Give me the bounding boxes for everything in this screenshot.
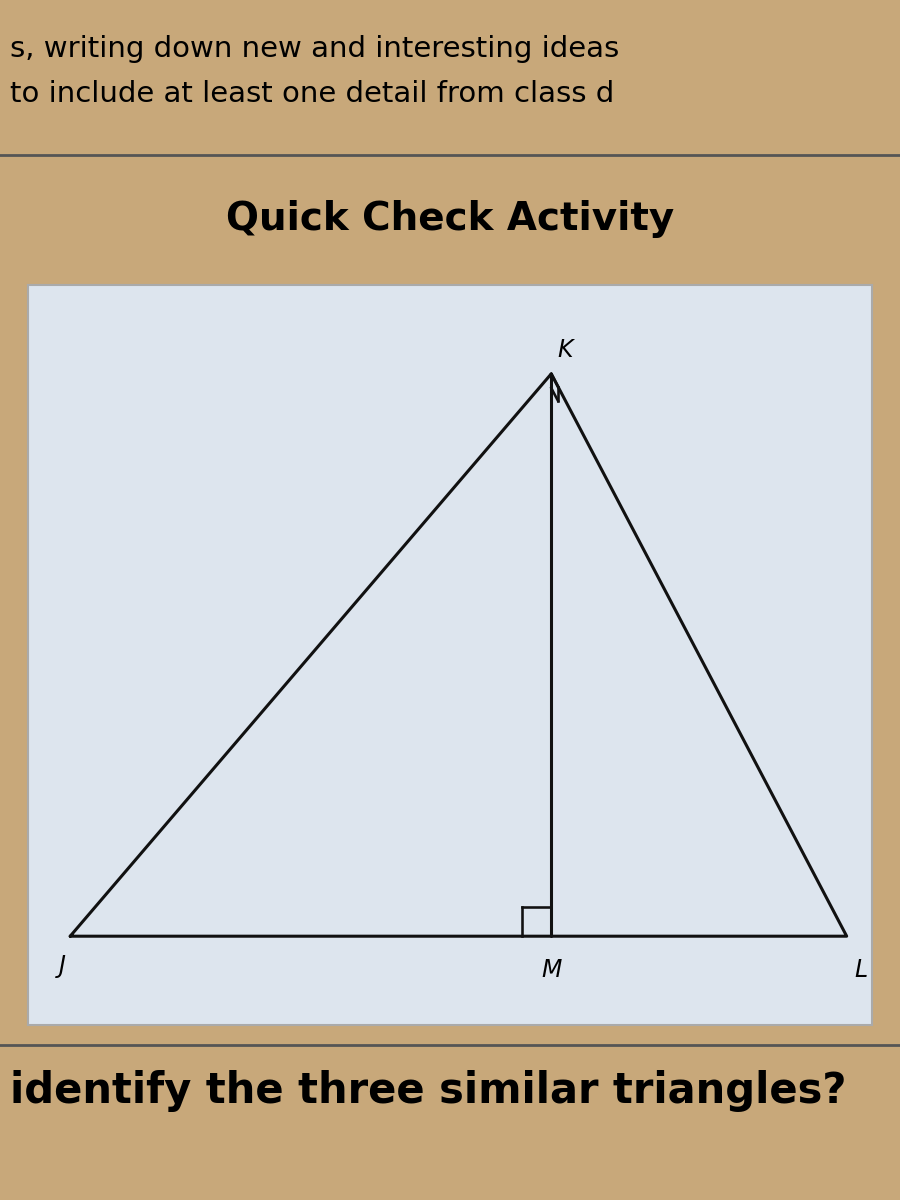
Text: s, writing down new and interesting ideas: s, writing down new and interesting idea… xyxy=(10,35,619,62)
Text: K: K xyxy=(557,337,573,361)
Text: to include at least one detail from class d: to include at least one detail from clas… xyxy=(10,80,614,108)
Text: L: L xyxy=(855,958,868,982)
FancyBboxPatch shape xyxy=(28,284,872,1025)
Text: Quick Check Activity: Quick Check Activity xyxy=(226,200,674,238)
Text: identify the three similar triangles?: identify the three similar triangles? xyxy=(10,1070,847,1112)
Text: M: M xyxy=(541,958,562,982)
Text: J: J xyxy=(58,954,66,978)
